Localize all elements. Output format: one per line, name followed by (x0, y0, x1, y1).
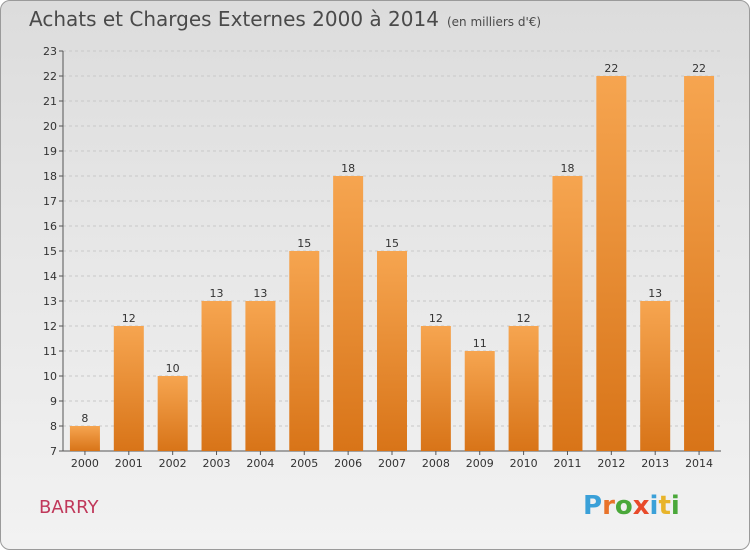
logo-letter: o (614, 491, 633, 521)
logo-letter: i (670, 491, 680, 521)
y-tick-label: 22 (43, 70, 57, 83)
x-tick-label: 2011 (553, 457, 581, 470)
y-tick-label: 19 (43, 145, 57, 158)
bar-2002 (157, 376, 188, 451)
bar-2003 (201, 301, 232, 451)
x-tick-label: 2001 (115, 457, 143, 470)
bar-value-label: 13 (210, 287, 224, 300)
bar-value-label: 15 (385, 237, 399, 250)
bar-value-label: 13 (648, 287, 662, 300)
bar-2009 (464, 351, 495, 451)
y-tick-label: 16 (43, 220, 57, 233)
bar-value-label: 12 (429, 312, 443, 325)
bar-value-label: 12 (122, 312, 136, 325)
y-tick-label: 20 (43, 120, 57, 133)
x-tick-label: 2006 (334, 457, 362, 470)
bar-value-label: 18 (560, 162, 574, 175)
x-tick-label: 2000 (71, 457, 99, 470)
bar-value-label: 18 (341, 162, 355, 175)
x-tick-label: 2002 (159, 457, 187, 470)
y-tick-label: 18 (43, 170, 57, 183)
x-tick-label: 2012 (597, 457, 625, 470)
bar-2013 (640, 301, 671, 451)
logo-letter: r (602, 491, 615, 521)
x-tick-label: 2008 (422, 457, 450, 470)
x-tick-label: 2004 (246, 457, 274, 470)
y-tick-label: 14 (43, 270, 57, 283)
bar-value-label: 12 (517, 312, 531, 325)
bar-2014 (684, 76, 715, 451)
bar-2011 (552, 176, 583, 451)
bar-value-label: 10 (166, 362, 180, 375)
chart-title: Achats et Charges Externes 2000 à 2014 (29, 7, 439, 31)
bar-2012 (596, 76, 627, 451)
bar-2007 (377, 251, 407, 451)
logo-letter: x (632, 491, 650, 521)
x-tick-label: 2009 (466, 457, 494, 470)
x-tick-label: 2014 (685, 457, 713, 470)
bar-2006 (333, 176, 364, 451)
bar-value-label: 11 (473, 337, 487, 350)
bar-2001 (113, 326, 144, 451)
y-tick-label: 21 (43, 95, 57, 108)
y-tick-label: 17 (43, 195, 57, 208)
commune-name: BARRY (39, 497, 99, 518)
proxiti-logo: Proxiti (583, 491, 680, 521)
y-tick-label: 12 (43, 320, 57, 333)
x-tick-label: 2005 (290, 457, 318, 470)
logo-letter: P (583, 491, 603, 521)
bar-2000 (69, 426, 100, 451)
logo-letter: i (649, 491, 659, 521)
bar-2004 (245, 301, 276, 451)
x-tick-label: 2007 (378, 457, 406, 470)
y-tick-label: 15 (43, 245, 57, 258)
bar-2010 (508, 326, 539, 451)
chart-subtitle: (en milliers d'€) (446, 15, 542, 29)
chart-title-block: Achats et Charges Externes 2000 à 2014 (e… (29, 7, 541, 31)
y-tick-label: 8 (50, 420, 57, 433)
logo-letter: t (658, 491, 671, 521)
y-tick-label: 13 (43, 295, 57, 308)
x-tick-label: 2003 (203, 457, 231, 470)
x-tick-label: 2010 (510, 457, 538, 470)
bar-value-label: 15 (297, 237, 311, 250)
bar-value-label: 8 (81, 412, 88, 425)
x-tick-label: 2013 (641, 457, 669, 470)
y-tick-label: 23 (43, 45, 57, 58)
y-tick-label: 7 (50, 445, 57, 458)
y-tick-label: 9 (50, 395, 57, 408)
bar-value-label: 22 (604, 62, 618, 75)
y-tick-label: 11 (43, 345, 57, 358)
bar-2005 (289, 251, 320, 451)
bar-value-label: 22 (692, 62, 706, 75)
y-tick-label: 10 (43, 370, 57, 383)
bar-value-label: 13 (253, 287, 267, 300)
bar-2008 (420, 326, 451, 451)
